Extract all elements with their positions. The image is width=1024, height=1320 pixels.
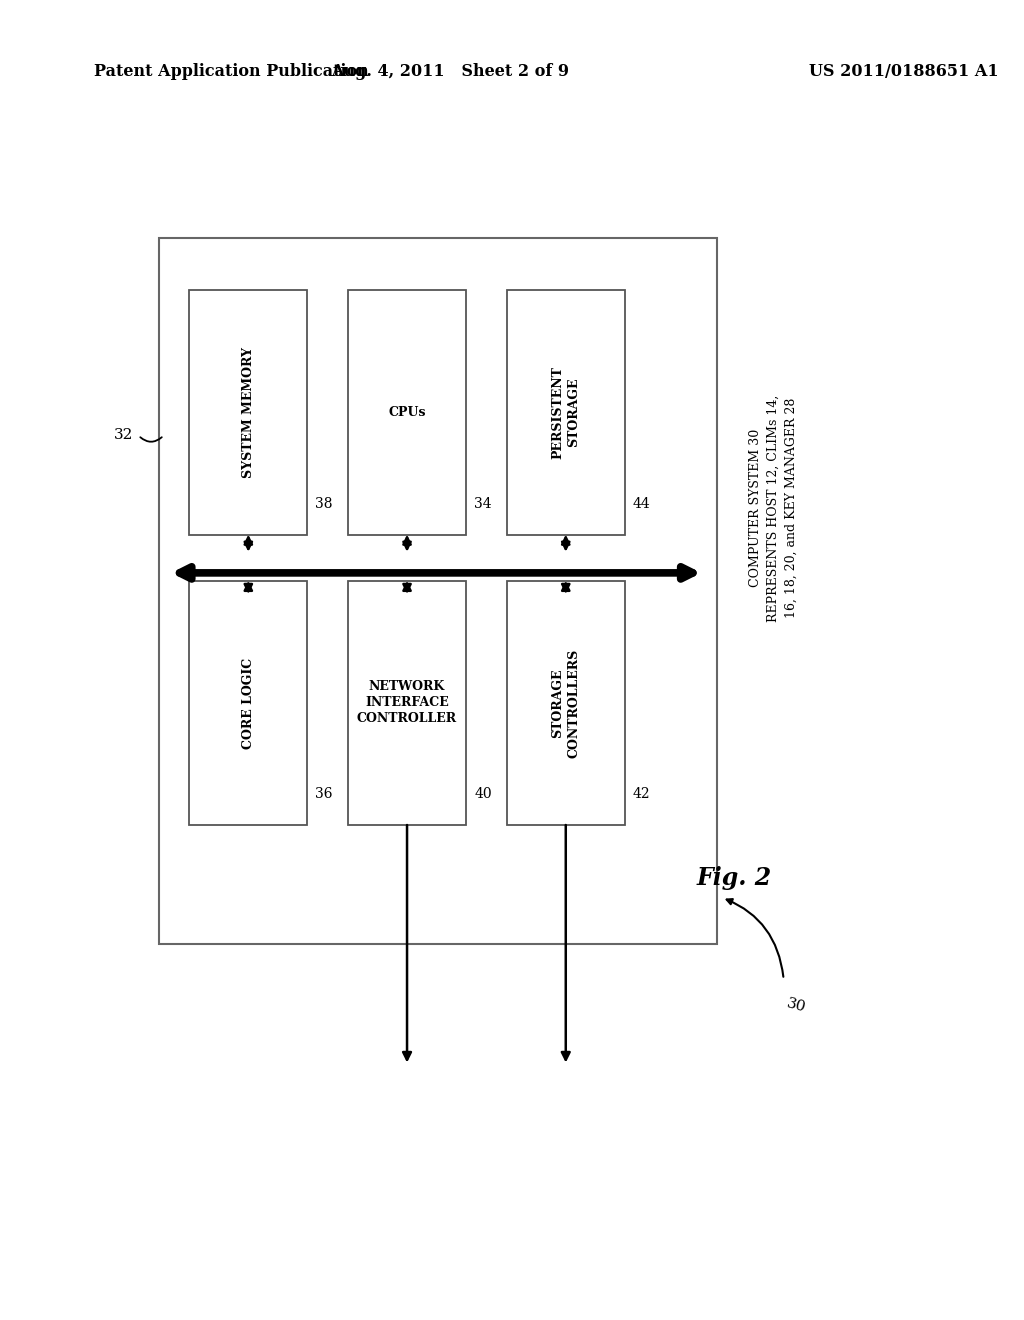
Text: US 2011/0188651 A1: US 2011/0188651 A1	[809, 63, 998, 81]
Text: SYSTEM MEMORY: SYSTEM MEMORY	[242, 347, 255, 478]
Bar	[189, 581, 307, 825]
Bar	[507, 581, 625, 825]
Text: NETWORK
INTERFACE
CONTROLLER: NETWORK INTERFACE CONTROLLER	[357, 680, 457, 726]
Bar	[507, 290, 625, 535]
Text: Fig. 2: Fig. 2	[696, 866, 771, 890]
Bar	[189, 290, 307, 535]
Bar	[159, 238, 717, 944]
Text: 30: 30	[785, 997, 808, 1015]
Text: 44: 44	[633, 496, 650, 511]
Bar	[348, 581, 466, 825]
Text: STORAGE
CONTROLLERS: STORAGE CONTROLLERS	[551, 648, 581, 758]
Text: CPUs: CPUs	[388, 407, 426, 418]
Text: COMPUTER SYSTEM 30
REPRESENTS HOST 12, CLIMs 14,
16, 18, 20, and KEY MANAGER 28: COMPUTER SYSTEM 30 REPRESENTS HOST 12, C…	[749, 395, 798, 622]
Text: 42: 42	[633, 787, 650, 801]
Text: 36: 36	[315, 787, 333, 801]
Text: 40: 40	[474, 787, 492, 801]
Text: 32: 32	[114, 428, 133, 442]
Text: Patent Application Publication: Patent Application Publication	[94, 63, 369, 81]
Text: PERSISTENT
STORAGE: PERSISTENT STORAGE	[551, 366, 581, 459]
Text: Aug. 4, 2011   Sheet 2 of 9: Aug. 4, 2011 Sheet 2 of 9	[332, 63, 569, 81]
Text: 34: 34	[474, 496, 492, 511]
Text: CORE LOGIC: CORE LOGIC	[242, 657, 255, 748]
Bar	[348, 290, 466, 535]
Text: 38: 38	[315, 496, 333, 511]
